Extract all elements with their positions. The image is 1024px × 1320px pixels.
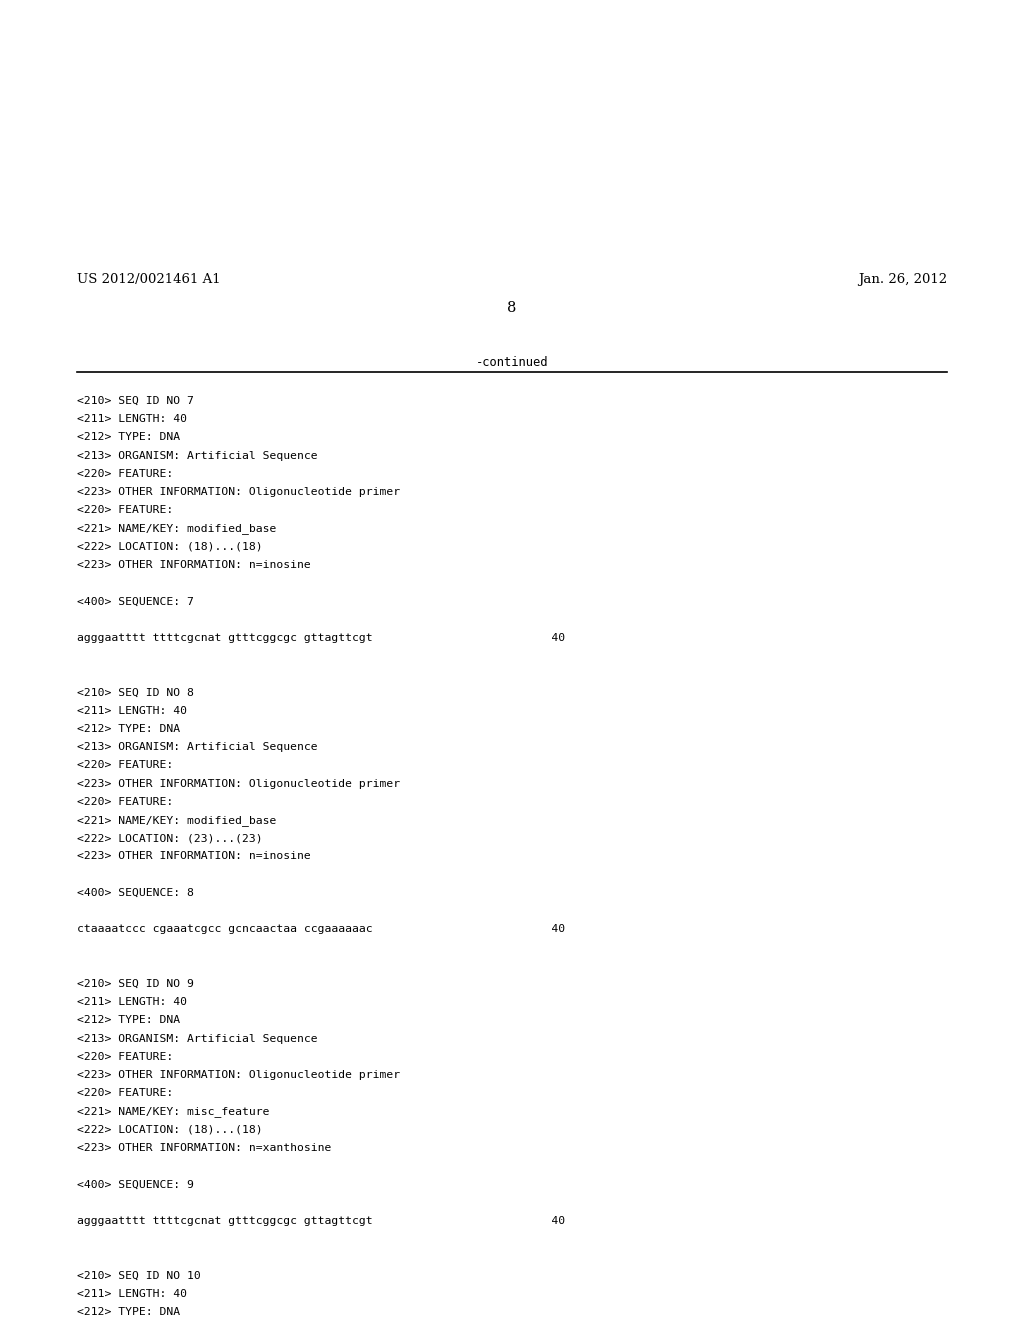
Text: <223> OTHER INFORMATION: Oligonucleotide primer: <223> OTHER INFORMATION: Oligonucleotide… <box>77 1071 400 1080</box>
Text: <221> NAME/KEY: modified_base: <221> NAME/KEY: modified_base <box>77 524 276 535</box>
Text: <222> LOCATION: (18)...(18): <222> LOCATION: (18)...(18) <box>77 541 262 552</box>
Text: <211> LENGTH: 40: <211> LENGTH: 40 <box>77 414 186 424</box>
Text: <220> FEATURE:: <220> FEATURE: <box>77 797 173 807</box>
Text: agggaatttt ttttcgcnat gtttcggcgc gttagttcgt                          40: agggaatttt ttttcgcnat gtttcggcgc gttagtt… <box>77 632 565 643</box>
Text: <211> LENGTH: 40: <211> LENGTH: 40 <box>77 706 186 715</box>
Text: <213> ORGANISM: Artificial Sequence: <213> ORGANISM: Artificial Sequence <box>77 450 317 461</box>
Text: <210> SEQ ID NO 8: <210> SEQ ID NO 8 <box>77 688 194 697</box>
Text: <213> ORGANISM: Artificial Sequence: <213> ORGANISM: Artificial Sequence <box>77 742 317 752</box>
Text: <212> TYPE: DNA: <212> TYPE: DNA <box>77 1307 180 1317</box>
Text: <221> NAME/KEY: modified_base: <221> NAME/KEY: modified_base <box>77 814 276 826</box>
Text: <211> LENGTH: 40: <211> LENGTH: 40 <box>77 997 186 1007</box>
Text: <222> LOCATION: (18)...(18): <222> LOCATION: (18)...(18) <box>77 1125 262 1135</box>
Text: 8: 8 <box>507 301 517 315</box>
Text: <210> SEQ ID NO 7: <210> SEQ ID NO 7 <box>77 396 194 407</box>
Text: <220> FEATURE:: <220> FEATURE: <box>77 469 173 479</box>
Text: <210> SEQ ID NO 9: <210> SEQ ID NO 9 <box>77 979 194 989</box>
Text: US 2012/0021461 A1: US 2012/0021461 A1 <box>77 273 220 286</box>
Text: <212> TYPE: DNA: <212> TYPE: DNA <box>77 1015 180 1026</box>
Text: <223> OTHER INFORMATION: n=inosine: <223> OTHER INFORMATION: n=inosine <box>77 851 310 862</box>
Text: <223> OTHER INFORMATION: Oligonucleotide primer: <223> OTHER INFORMATION: Oligonucleotide… <box>77 779 400 788</box>
Text: <211> LENGTH: 40: <211> LENGTH: 40 <box>77 1288 186 1299</box>
Text: <223> OTHER INFORMATION: Oligonucleotide primer: <223> OTHER INFORMATION: Oligonucleotide… <box>77 487 400 498</box>
Text: -continued: -continued <box>476 356 548 370</box>
Text: <212> TYPE: DNA: <212> TYPE: DNA <box>77 433 180 442</box>
Text: Jan. 26, 2012: Jan. 26, 2012 <box>858 273 947 286</box>
Text: <400> SEQUENCE: 8: <400> SEQUENCE: 8 <box>77 888 194 898</box>
Text: <223> OTHER INFORMATION: n=inosine: <223> OTHER INFORMATION: n=inosine <box>77 560 310 570</box>
Text: agggaatttt ttttcgcnat gtttcggcgc gttagttcgt                          40: agggaatttt ttttcgcnat gtttcggcgc gttagtt… <box>77 1216 565 1226</box>
Text: <220> FEATURE:: <220> FEATURE: <box>77 1052 173 1061</box>
Text: <220> FEATURE:: <220> FEATURE: <box>77 506 173 515</box>
Text: <400> SEQUENCE: 9: <400> SEQUENCE: 9 <box>77 1179 194 1189</box>
Text: <212> TYPE: DNA: <212> TYPE: DNA <box>77 723 180 734</box>
Text: <400> SEQUENCE: 7: <400> SEQUENCE: 7 <box>77 597 194 606</box>
Text: ctaaaatccc cgaaatcgcc gcncaactaa ccgaaaaaac                          40: ctaaaatccc cgaaatcgcc gcncaactaa ccgaaaa… <box>77 924 565 935</box>
Text: <221> NAME/KEY: misc_feature: <221> NAME/KEY: misc_feature <box>77 1106 269 1117</box>
Text: <220> FEATURE:: <220> FEATURE: <box>77 760 173 771</box>
Text: <213> ORGANISM: Artificial Sequence: <213> ORGANISM: Artificial Sequence <box>77 1034 317 1044</box>
Text: <223> OTHER INFORMATION: n=xanthosine: <223> OTHER INFORMATION: n=xanthosine <box>77 1143 331 1152</box>
Text: <222> LOCATION: (23)...(23): <222> LOCATION: (23)...(23) <box>77 833 262 843</box>
Text: <210> SEQ ID NO 10: <210> SEQ ID NO 10 <box>77 1270 201 1280</box>
Text: <220> FEATURE:: <220> FEATURE: <box>77 1088 173 1098</box>
